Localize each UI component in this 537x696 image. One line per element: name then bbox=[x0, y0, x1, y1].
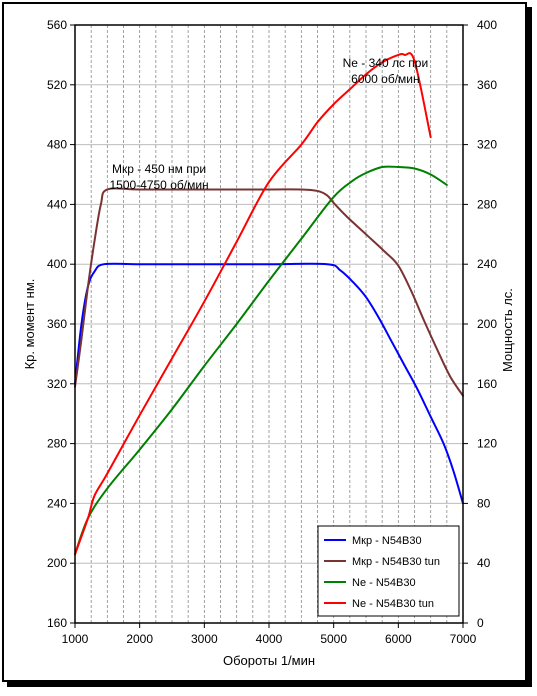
legend-label-4: Ne - N54B30 tun bbox=[352, 598, 434, 610]
x-tick-label: 2000 bbox=[126, 632, 153, 646]
y-right-tick-label: 240 bbox=[477, 257, 497, 271]
series-line-2 bbox=[74, 187, 464, 397]
x-tick-label: 4000 bbox=[256, 632, 283, 646]
y-right-tick-label: 360 bbox=[477, 78, 497, 92]
y-left-axis-label: Кр. момент нм. bbox=[22, 279, 37, 370]
y-left-tick-label: 280 bbox=[47, 437, 67, 451]
annotation-1-line-2: 1500-4750 об/мин bbox=[109, 178, 208, 192]
y-right-tick-label: 400 bbox=[477, 18, 497, 32]
y-right-tick-label: 120 bbox=[477, 437, 497, 451]
x-tick-label: 7000 bbox=[450, 632, 477, 646]
legend-label-3: Ne - N54B30 bbox=[352, 577, 416, 589]
y-left-tick-label: 560 bbox=[47, 18, 67, 32]
annotation-2-line-2: 6000 об/мин bbox=[351, 72, 420, 86]
annotation-1-line-1: Мкр - 450 нм при bbox=[112, 162, 206, 176]
x-tick-label: 6000 bbox=[385, 632, 412, 646]
y-left-tick-label: 400 bbox=[47, 257, 67, 271]
x-tick-label: 5000 bbox=[320, 632, 347, 646]
series-line-4 bbox=[74, 52, 432, 556]
x-tick-label: 1000 bbox=[62, 632, 89, 646]
annotations: Мкр - 450 нм при 1500-4750 об/мин Ne - 340… bbox=[109, 56, 428, 192]
axes: 1000 2000 3000 4000 5000 6000 7000160200240280… bbox=[22, 18, 515, 668]
y-right-tick-label: 160 bbox=[477, 377, 497, 391]
y-right-tick-label: 200 bbox=[477, 317, 497, 331]
series-line-1 bbox=[74, 262, 464, 505]
legend-label-1: Мкр - N54B30 bbox=[352, 535, 422, 547]
y-right-tick-label: 280 bbox=[477, 197, 497, 211]
y-right-tick-label: 40 bbox=[477, 556, 491, 570]
y-right-tick-label: 80 bbox=[477, 496, 491, 510]
series-line-3 bbox=[74, 165, 448, 556]
y-left-tick-label: 200 bbox=[47, 556, 67, 570]
legend-label-2: Мкр - N54B30 tun bbox=[352, 556, 440, 568]
y-left-tick-label: 160 bbox=[47, 616, 67, 630]
x-axis-label: Обороты 1/мин bbox=[223, 653, 315, 668]
y-right-tick-label: 0 bbox=[477, 616, 484, 630]
y-left-tick-label: 520 bbox=[47, 78, 67, 92]
y-left-tick-label: 360 bbox=[47, 317, 67, 331]
y-left-tick-label: 320 bbox=[47, 377, 67, 391]
y-left-tick-label: 480 bbox=[47, 138, 67, 152]
y-right-axis-label: Мощность лс. bbox=[500, 288, 515, 372]
y-right-tick-label: 320 bbox=[477, 138, 497, 152]
x-tick-label: 3000 bbox=[191, 632, 218, 646]
series-lines bbox=[74, 52, 464, 556]
y-left-tick-label: 440 bbox=[47, 197, 67, 211]
legend: Мкр - N54B30 Мкр - N54B30 tun Ne - N54B30 N… bbox=[317, 525, 460, 617]
y-left-tick-label: 240 bbox=[47, 496, 67, 510]
annotation-2-line-1: Ne - 340 лс при bbox=[343, 56, 429, 70]
